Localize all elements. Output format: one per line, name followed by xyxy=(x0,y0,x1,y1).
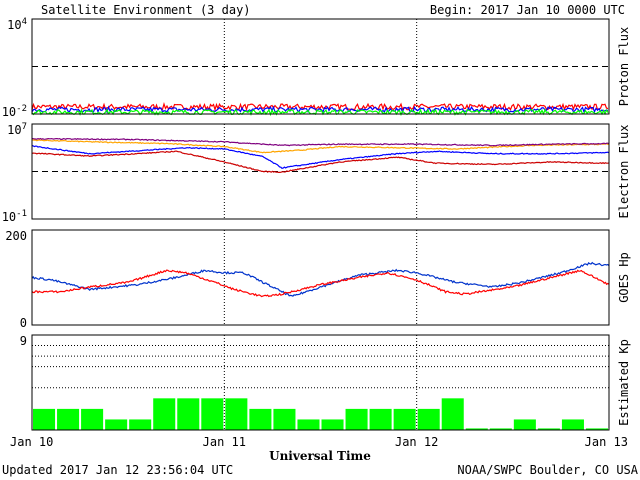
kp-bar xyxy=(417,408,440,430)
kp-bar xyxy=(249,408,272,430)
series-line-blue xyxy=(31,105,609,114)
x-tick-label: Jan 12 xyxy=(395,435,438,449)
panel-proton: 104 10-2 Proton Flux xyxy=(2,17,631,119)
kp-bar xyxy=(225,398,248,430)
kp-bar xyxy=(465,428,488,430)
kp-bar xyxy=(33,408,56,430)
x-tick-label: Jan 10 xyxy=(10,435,53,449)
chart-title: Satellite Environment (3 day) xyxy=(41,3,251,17)
y-tick-bottom: 10-1 xyxy=(2,209,27,224)
series-line-darkblue xyxy=(31,261,610,297)
kp-bar xyxy=(321,419,344,430)
panel-frame xyxy=(31,229,610,326)
kp-bar xyxy=(105,419,128,430)
series-line-darkred xyxy=(31,150,610,173)
kp-bar xyxy=(129,419,152,430)
kp-bar xyxy=(297,419,320,430)
kp-bar xyxy=(369,408,392,430)
x-tick-label: Jan 13 xyxy=(585,435,628,449)
kp-bar xyxy=(177,398,200,430)
kp-bar xyxy=(345,408,368,430)
kp-bar xyxy=(57,408,80,430)
begin-date: Begin: 2017 Jan 10 0000 UTC xyxy=(430,3,625,17)
x-axis-title: Universal Time xyxy=(269,449,371,463)
kp-bar xyxy=(585,428,608,430)
kp-bar xyxy=(489,428,512,430)
y-axis-label-hp: GOES Hp xyxy=(617,252,631,303)
y-tick-top: 104 xyxy=(7,17,27,32)
updated-timestamp: Updated 2017 Jan 12 23:56:04 UTC xyxy=(2,463,233,477)
kp-bar xyxy=(153,398,176,430)
kp-bar xyxy=(561,419,584,430)
y-tick-bottom: 0 xyxy=(20,316,27,330)
panel-electron: 107 10-1 Electron Flux xyxy=(2,122,631,224)
kp-bar xyxy=(273,408,296,430)
y-axis-label-proton: Proton Flux xyxy=(617,27,631,106)
panel-hp: 200 0 GOES Hp xyxy=(5,229,631,330)
kp-bar xyxy=(513,419,536,430)
y-axis-label-kp: Estimated Kp xyxy=(617,339,631,426)
credit: NOAA/SWPC Boulder, CO USA xyxy=(457,463,638,477)
kp-bar xyxy=(393,408,416,430)
y-tick-bottom: 10-2 xyxy=(2,104,27,119)
y-tick-top: 107 xyxy=(7,122,27,137)
kp-bar xyxy=(537,428,560,430)
kp-bar xyxy=(81,408,104,430)
panel-kp: 9 Estimated Kp xyxy=(20,334,631,431)
series-line-red xyxy=(31,269,610,298)
panel-frame xyxy=(31,18,610,115)
series-line-purple xyxy=(31,137,610,147)
panels: 104 10-2 Proton Flux 107 10-1 Electron Flux 20… xyxy=(2,17,631,449)
series-line-blue xyxy=(31,144,610,169)
x-tick-label: Jan 11 xyxy=(203,435,246,449)
series-line-orange xyxy=(31,139,610,154)
panel-frame xyxy=(31,123,610,220)
y-axis-label-electron: Electron Flux xyxy=(617,125,631,219)
kp-bar xyxy=(201,398,224,430)
kp-bar xyxy=(441,398,464,430)
y-tick-top: 200 xyxy=(5,229,27,243)
panel-frame xyxy=(31,334,610,431)
y-tick-top: 9 xyxy=(20,334,27,348)
